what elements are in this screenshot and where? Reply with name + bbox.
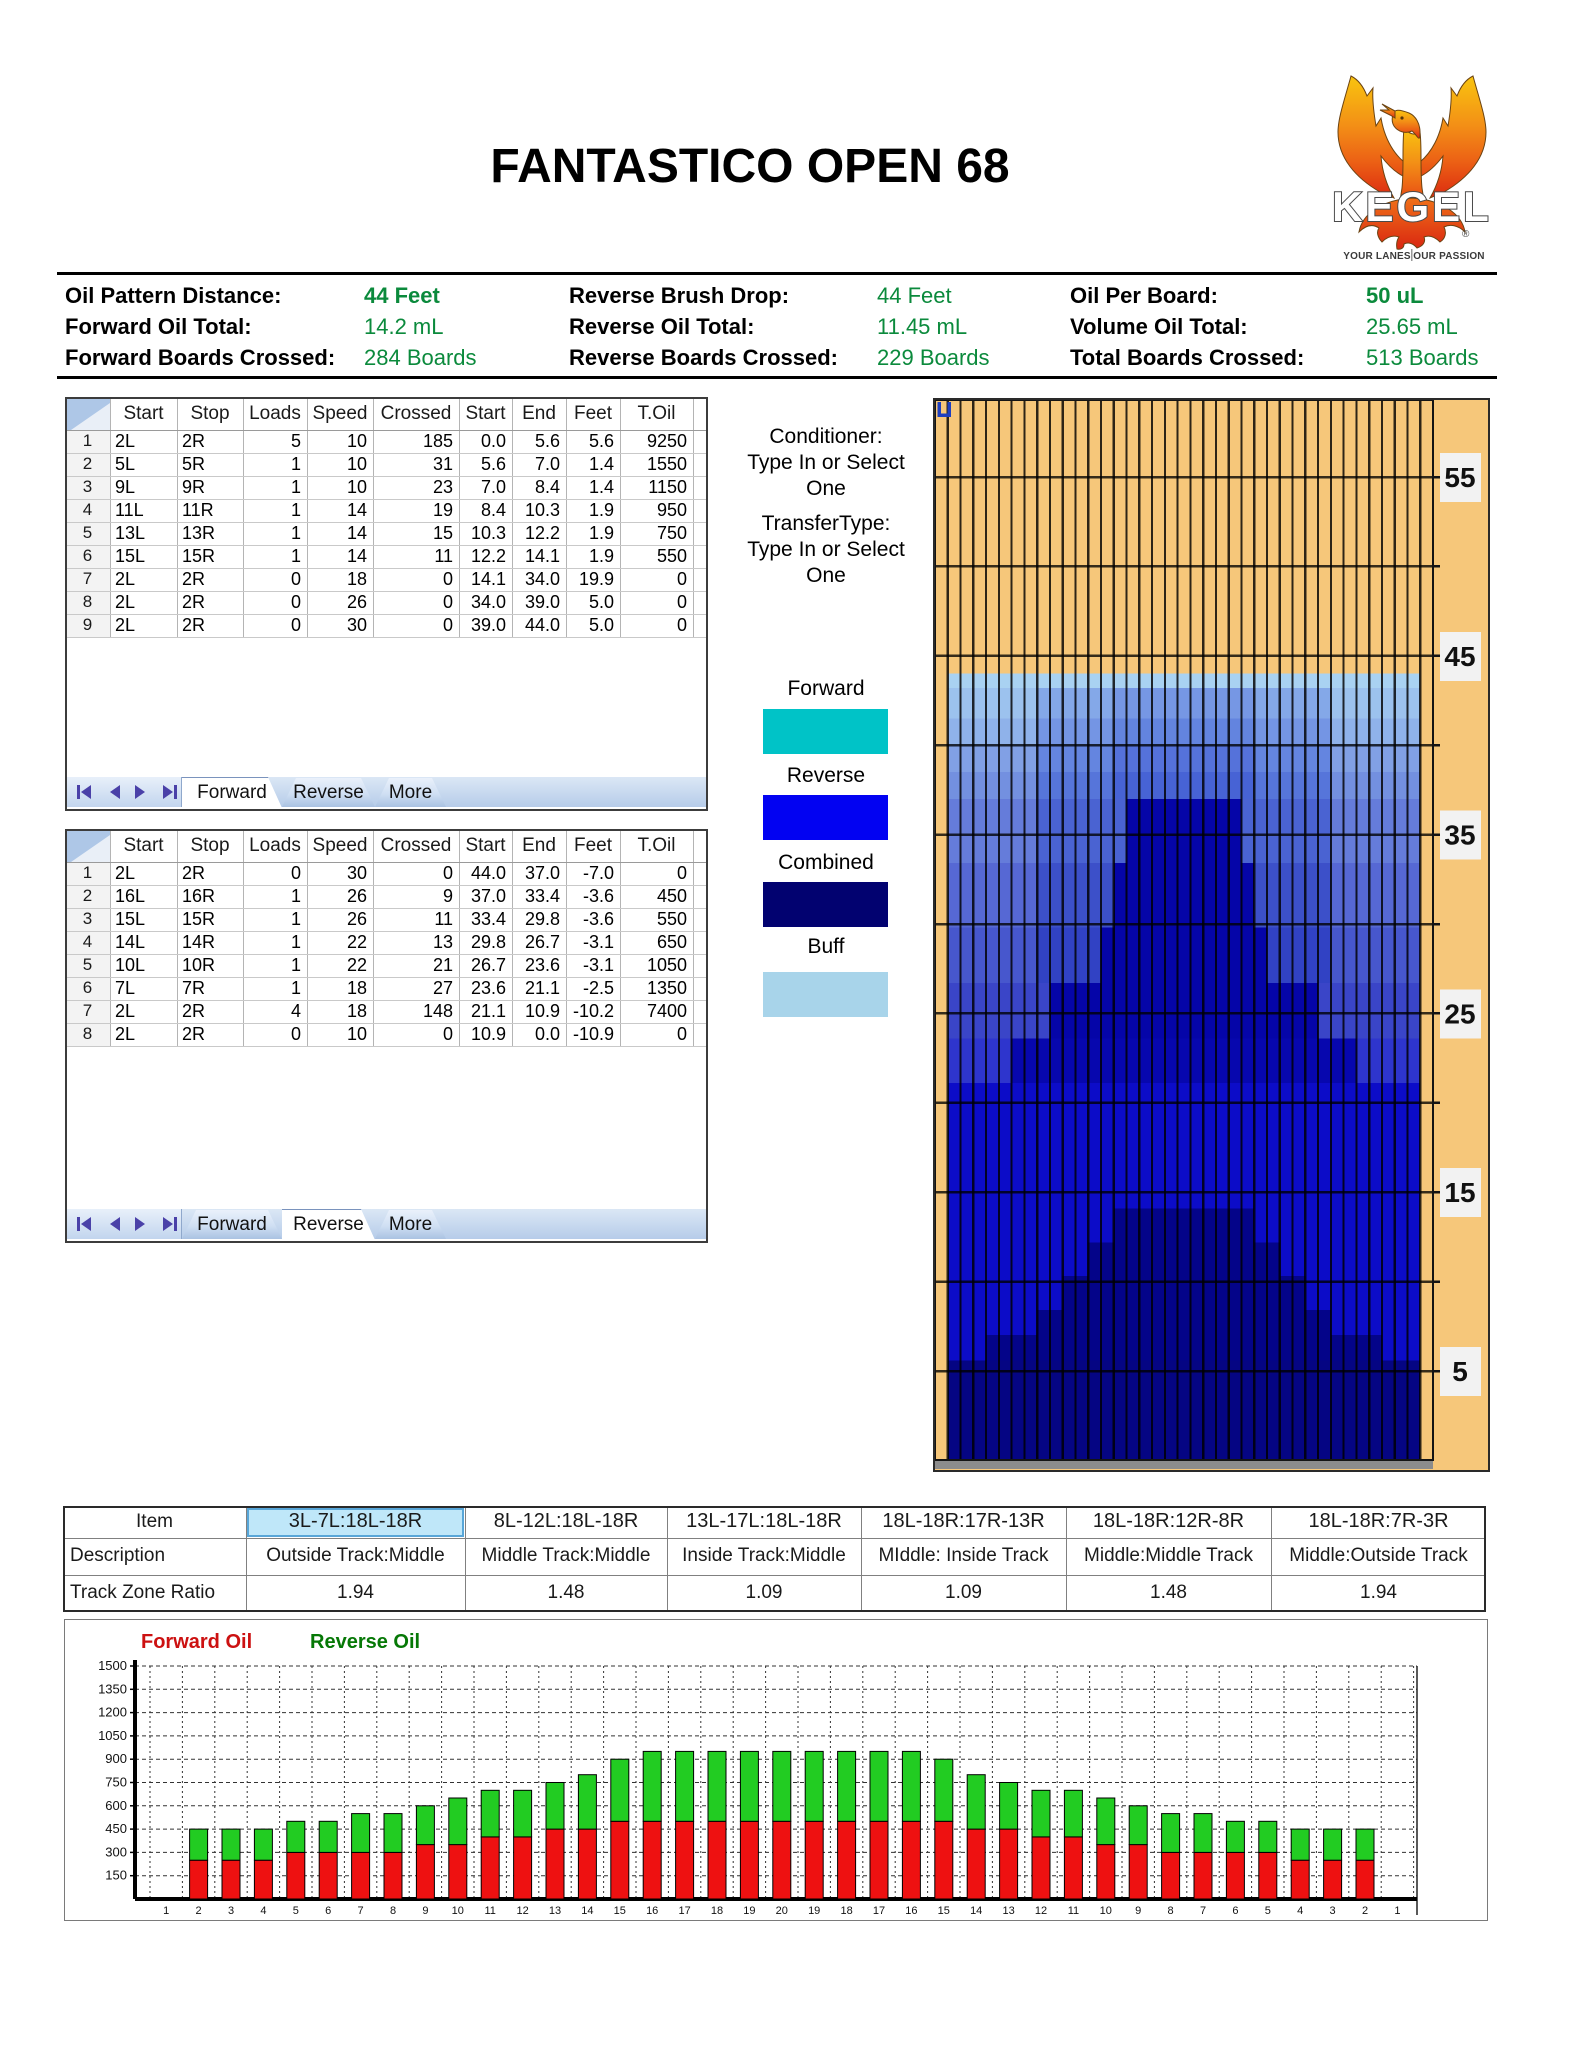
svg-text:18: 18 — [711, 1905, 723, 1917]
svg-text:7: 7 — [1200, 1905, 1206, 1917]
svg-text:13: 13 — [549, 1905, 561, 1917]
svg-text:1350: 1350 — [98, 1681, 127, 1696]
svg-text:KEGEL: KEGEL — [1332, 183, 1492, 230]
svg-text:10: 10 — [452, 1905, 464, 1917]
svg-text:2: 2 — [196, 1905, 202, 1917]
svg-text:150: 150 — [105, 1868, 127, 1883]
svg-text:15: 15 — [614, 1905, 626, 1917]
svg-text:9: 9 — [1135, 1905, 1141, 1917]
svg-text:4: 4 — [260, 1905, 266, 1917]
svg-text:25: 25 — [1444, 998, 1475, 1029]
svg-text:55: 55 — [1444, 462, 1475, 493]
svg-text:YOUR LANES: YOUR LANES — [1343, 251, 1411, 262]
svg-text:450: 450 — [105, 1821, 127, 1836]
svg-text:16: 16 — [646, 1905, 658, 1917]
svg-text:17: 17 — [873, 1905, 885, 1917]
svg-text:18: 18 — [840, 1905, 852, 1917]
svg-text:45: 45 — [1444, 641, 1475, 672]
svg-text:6: 6 — [325, 1905, 331, 1917]
svg-text:1200: 1200 — [98, 1705, 127, 1720]
svg-text:OUR PASSION: OUR PASSION — [1413, 251, 1484, 262]
svg-text:17: 17 — [678, 1905, 690, 1917]
svg-text:20: 20 — [776, 1905, 788, 1917]
svg-text:3: 3 — [228, 1905, 234, 1917]
svg-text:1050: 1050 — [98, 1728, 127, 1743]
svg-text:12: 12 — [1035, 1905, 1047, 1917]
svg-text:13: 13 — [1002, 1905, 1014, 1917]
svg-text:14: 14 — [581, 1905, 593, 1917]
svg-text:900: 900 — [105, 1751, 127, 1766]
svg-text:15: 15 — [938, 1905, 950, 1917]
svg-text:5: 5 — [1265, 1905, 1271, 1917]
svg-text:1: 1 — [163, 1905, 169, 1917]
svg-text:8: 8 — [1168, 1905, 1174, 1917]
svg-text:5: 5 — [293, 1905, 299, 1917]
svg-text:5: 5 — [1452, 1356, 1468, 1387]
svg-text:1500: 1500 — [98, 1658, 127, 1673]
svg-text:Reverse Oil: Reverse Oil — [310, 1631, 420, 1653]
svg-text:1: 1 — [1394, 1905, 1400, 1917]
svg-text:300: 300 — [105, 1844, 127, 1859]
svg-text:15: 15 — [1444, 1177, 1475, 1208]
svg-text:®: ® — [1462, 229, 1470, 240]
svg-text:11: 11 — [1068, 1905, 1079, 1917]
svg-text:Forward Oil: Forward Oil — [141, 1631, 252, 1653]
svg-text:2: 2 — [1362, 1905, 1368, 1917]
svg-text:8: 8 — [390, 1905, 396, 1917]
svg-text:19: 19 — [808, 1905, 820, 1917]
svg-text:7: 7 — [358, 1905, 364, 1917]
svg-text:750: 750 — [105, 1775, 127, 1790]
svg-text:16: 16 — [905, 1905, 917, 1917]
svg-text:14: 14 — [970, 1905, 982, 1917]
svg-text:3: 3 — [1330, 1905, 1336, 1917]
svg-text:35: 35 — [1444, 820, 1475, 851]
svg-text:12: 12 — [516, 1905, 528, 1917]
svg-text:9: 9 — [422, 1905, 428, 1917]
svg-text:6: 6 — [1232, 1905, 1238, 1917]
svg-text:10: 10 — [1100, 1905, 1112, 1917]
svg-text:600: 600 — [105, 1798, 127, 1813]
svg-text:4: 4 — [1297, 1905, 1303, 1917]
svg-text:19: 19 — [743, 1905, 755, 1917]
svg-text:11: 11 — [484, 1905, 495, 1917]
